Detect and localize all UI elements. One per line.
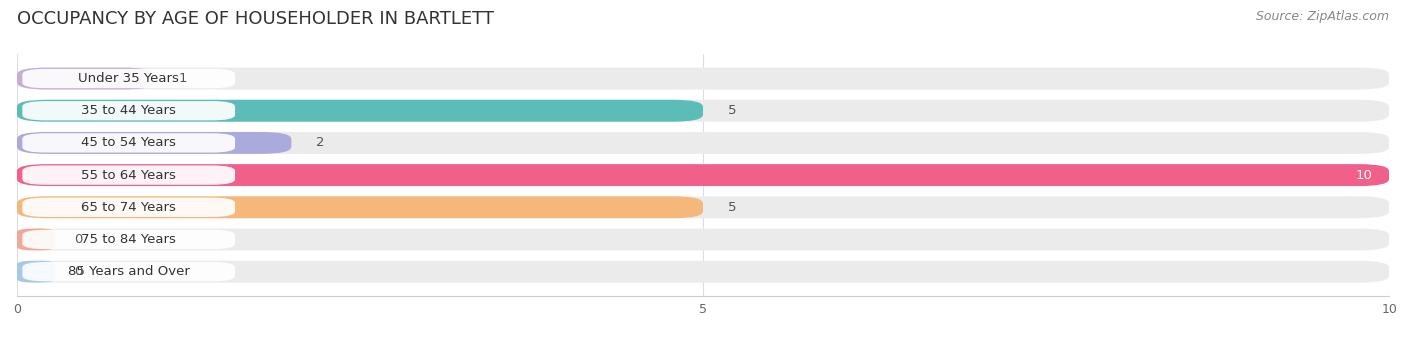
FancyBboxPatch shape	[22, 133, 235, 153]
FancyBboxPatch shape	[17, 164, 1389, 186]
Text: 10: 10	[1355, 169, 1372, 182]
FancyBboxPatch shape	[22, 262, 235, 281]
Text: 85 Years and Over: 85 Years and Over	[67, 265, 190, 278]
Text: 45 to 54 Years: 45 to 54 Years	[82, 136, 176, 149]
FancyBboxPatch shape	[17, 132, 291, 154]
FancyBboxPatch shape	[22, 166, 235, 185]
FancyBboxPatch shape	[17, 100, 1389, 122]
FancyBboxPatch shape	[17, 68, 155, 89]
FancyBboxPatch shape	[17, 196, 703, 218]
Text: 5: 5	[728, 201, 737, 214]
Text: 75 to 84 Years: 75 to 84 Years	[82, 233, 176, 246]
Text: 55 to 64 Years: 55 to 64 Years	[82, 169, 176, 182]
FancyBboxPatch shape	[17, 164, 1389, 186]
FancyBboxPatch shape	[22, 230, 235, 249]
FancyBboxPatch shape	[22, 69, 235, 88]
FancyBboxPatch shape	[17, 68, 1389, 89]
FancyBboxPatch shape	[17, 261, 1389, 283]
FancyBboxPatch shape	[17, 228, 55, 251]
Text: 0: 0	[75, 233, 83, 246]
Text: 2: 2	[316, 136, 325, 149]
Text: Under 35 Years: Under 35 Years	[79, 72, 179, 85]
FancyBboxPatch shape	[17, 228, 1389, 251]
FancyBboxPatch shape	[22, 198, 235, 217]
Text: 35 to 44 Years: 35 to 44 Years	[82, 104, 176, 117]
FancyBboxPatch shape	[22, 101, 235, 120]
FancyBboxPatch shape	[17, 100, 703, 122]
FancyBboxPatch shape	[17, 132, 1389, 154]
FancyBboxPatch shape	[17, 261, 55, 283]
Text: 1: 1	[179, 72, 187, 85]
FancyBboxPatch shape	[17, 196, 1389, 218]
Text: 0: 0	[75, 265, 83, 278]
Text: OCCUPANCY BY AGE OF HOUSEHOLDER IN BARTLETT: OCCUPANCY BY AGE OF HOUSEHOLDER IN BARTL…	[17, 10, 494, 28]
Text: 65 to 74 Years: 65 to 74 Years	[82, 201, 176, 214]
Text: 5: 5	[728, 104, 737, 117]
Text: Source: ZipAtlas.com: Source: ZipAtlas.com	[1256, 10, 1389, 23]
